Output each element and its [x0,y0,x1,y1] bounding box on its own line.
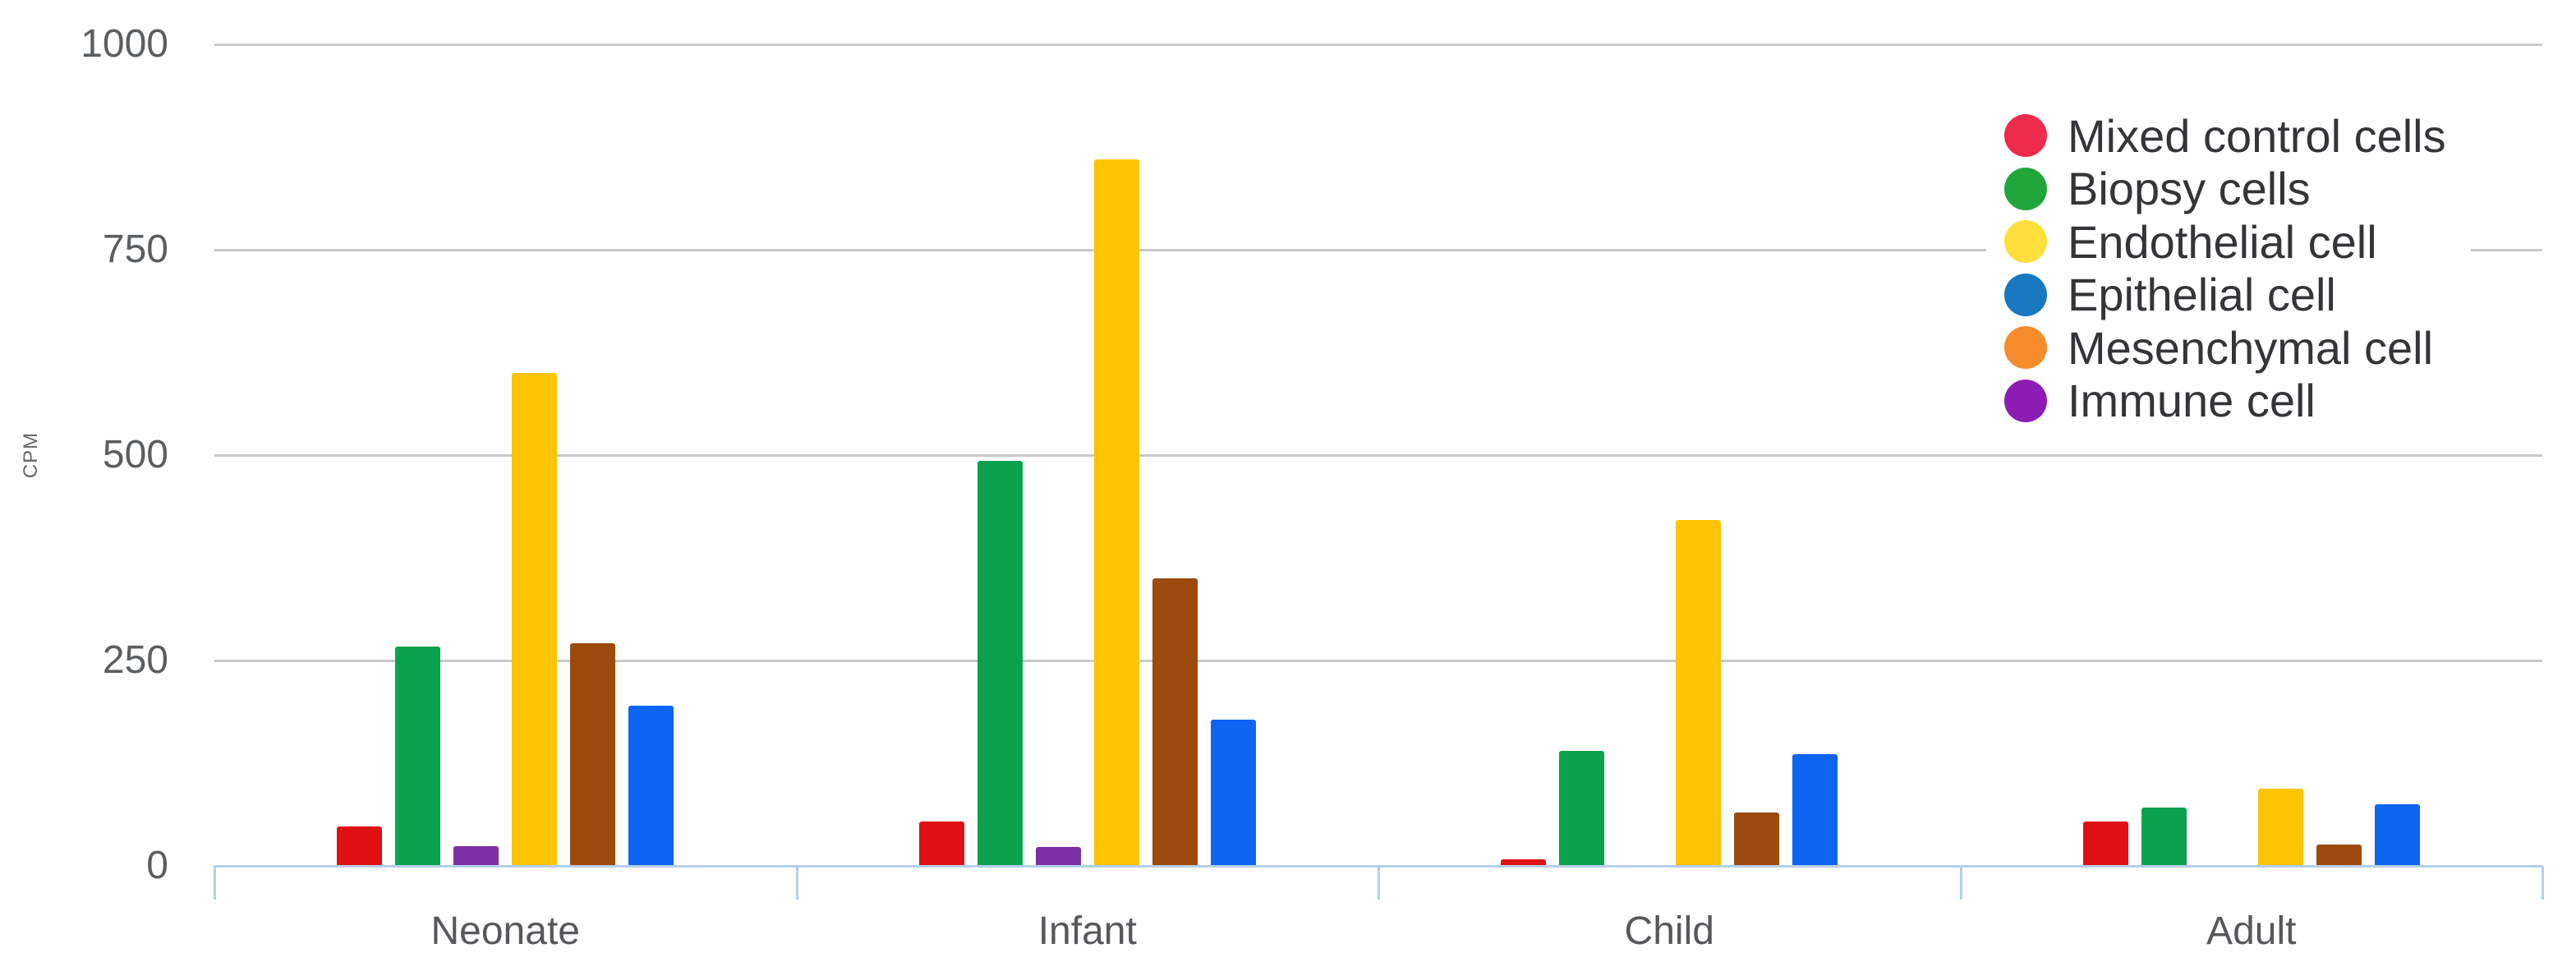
legend-item[interactable]: Mesenchymal cell [2004,321,2446,375]
x-axis-tick [795,866,798,900]
y-axis-tick-label: 250 [102,638,168,682]
bar[interactable] [1152,578,1198,866]
legend-item[interactable]: Endothelial cell [2004,215,2446,269]
bar[interactable] [1501,859,1547,866]
x-axis-tick [1378,866,1380,900]
legend-item[interactable]: Immune cell [2004,375,2446,428]
legend-swatch-icon [2004,273,2047,316]
bar[interactable] [2141,808,2187,866]
legend-item[interactable]: Epithelial cell [2004,269,2446,322]
x-axis-tick [214,866,216,900]
bar[interactable] [977,461,1023,866]
bar[interactable] [395,647,441,866]
bar[interactable] [1035,847,1081,866]
category-label: Child [1624,909,1714,953]
legend-label: Immune cell [2068,375,2316,427]
legend-swatch-icon [2004,379,2047,422]
bar[interactable] [1734,812,1780,866]
gridline [214,454,2542,457]
legend-swatch-icon [2004,167,2047,210]
legend-label: Mixed control cells [2068,109,2446,162]
bar[interactable] [2082,822,2128,866]
y-axis-tick-label: 1000 [80,22,168,66]
y-axis-tick-label: 500 [102,433,168,476]
legend-label: Mesenchymal cell [2068,321,2434,374]
bar[interactable] [1676,520,1722,866]
bar[interactable] [2374,804,2420,866]
legend-label: Endothelial cell [2068,215,2377,268]
bar[interactable] [570,643,616,866]
bar[interactable] [1093,159,1139,866]
bar[interactable] [918,822,964,866]
bar[interactable] [337,826,383,866]
x-axis-tick [2542,866,2544,900]
category-label: Neonate [430,909,580,953]
bar[interactable] [1559,751,1605,866]
legend-label: Epithelial cell [2068,269,2336,321]
legend-swatch-icon [2004,326,2047,370]
gridline [214,660,2542,662]
category-label: Infant [1037,909,1137,953]
y-axis-tick-label: 750 [102,228,168,271]
bar[interactable] [628,706,674,866]
y-axis-tick-label: 0 [146,844,168,887]
x-axis-tick [1959,866,1962,900]
bar[interactable] [512,373,558,866]
legend-label: Biopsy cells [2068,163,2311,215]
bar[interactable] [453,846,499,866]
legend: Mixed control cells Biopsy cells Endotheli… [1986,108,2471,429]
legend-swatch-icon [2004,220,2047,264]
bar[interactable] [1792,754,1838,866]
bar[interactable] [2257,789,2303,866]
legend-item[interactable]: Mixed control cells [2004,109,2446,163]
legend-item[interactable]: Biopsy cells [2004,163,2446,216]
gridline [214,249,2542,251]
gridline [214,44,2542,46]
legend-swatch-icon [2004,114,2047,158]
bar[interactable] [1210,720,1256,866]
bar[interactable] [2316,845,2362,866]
category-label: Adult [2206,909,2297,953]
